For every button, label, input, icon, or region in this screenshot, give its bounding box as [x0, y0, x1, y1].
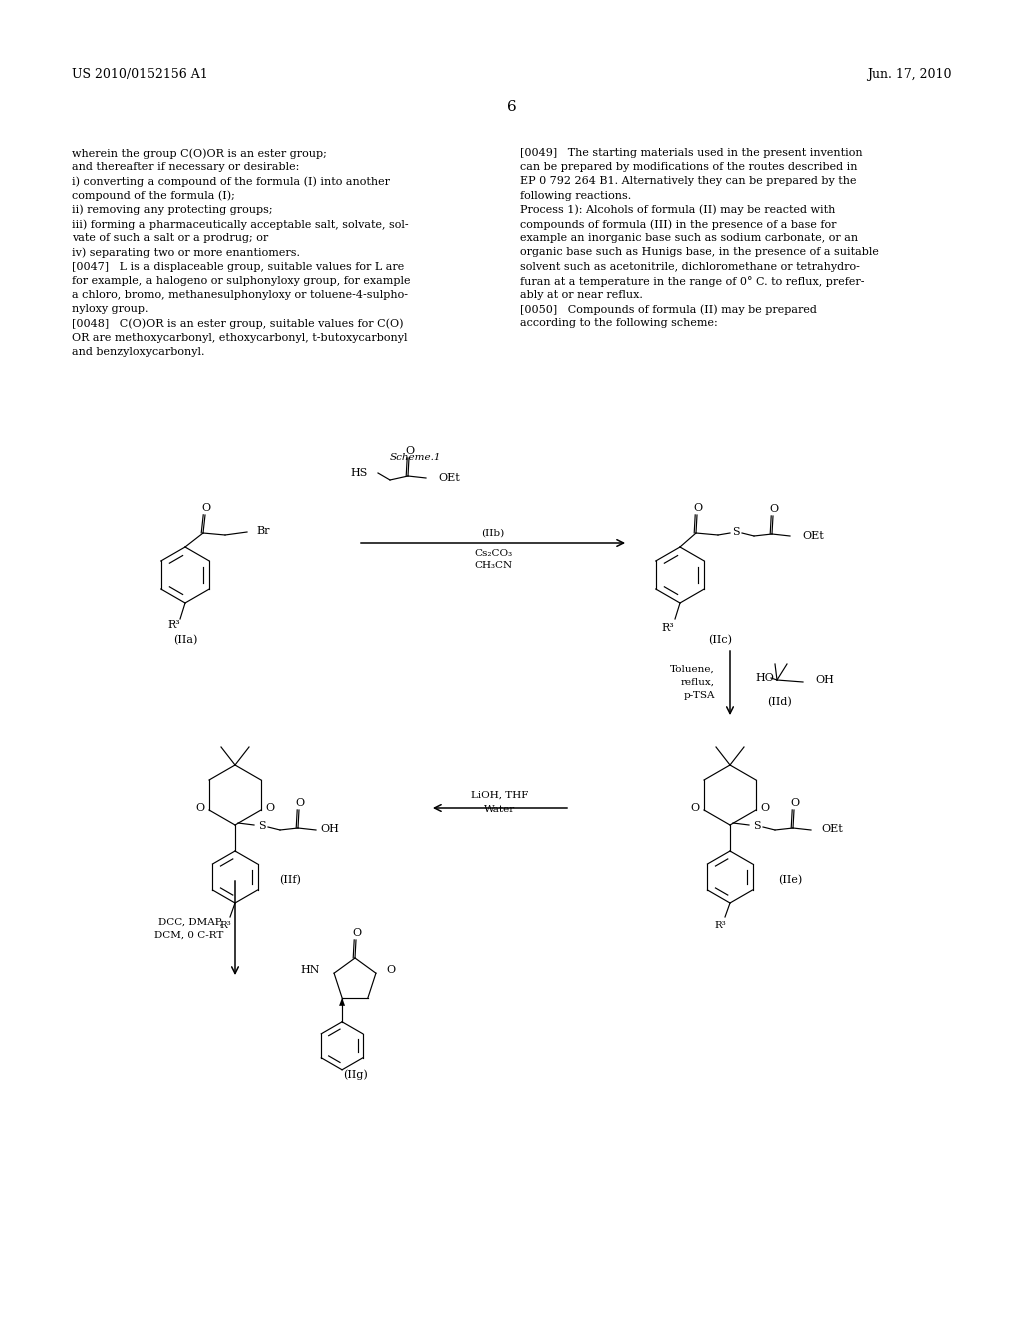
Text: Jun. 17, 2010: Jun. 17, 2010 — [867, 69, 952, 81]
Text: R³: R³ — [168, 620, 180, 630]
Text: CH₃CN: CH₃CN — [474, 561, 512, 570]
Text: (IIg): (IIg) — [343, 1069, 368, 1080]
Text: compound of the formula (I);: compound of the formula (I); — [72, 190, 234, 201]
Text: [0048]   C(O)OR is an ester group, suitable values for C(O): [0048] C(O)OR is an ester group, suitabl… — [72, 318, 403, 329]
Text: vate of such a salt or a prodrug; or: vate of such a salt or a prodrug; or — [72, 234, 268, 243]
Text: following reactions.: following reactions. — [520, 190, 631, 201]
Text: O: O — [791, 799, 800, 808]
Text: Water: Water — [484, 804, 516, 813]
Text: DCC, DMAP,: DCC, DMAP, — [159, 917, 223, 927]
Text: DCM, 0 C-RT: DCM, 0 C-RT — [154, 931, 223, 940]
Text: HS: HS — [350, 469, 368, 478]
Text: and thereafter if necessary or desirable:: and thereafter if necessary or desirable… — [72, 162, 299, 172]
Text: ably at or near reflux.: ably at or near reflux. — [520, 290, 643, 300]
Text: Br: Br — [256, 525, 269, 536]
Text: (IIf): (IIf) — [280, 875, 301, 886]
Text: S: S — [732, 527, 739, 537]
Text: O: O — [693, 503, 702, 513]
Text: S: S — [258, 821, 266, 832]
Text: O: O — [769, 504, 778, 513]
Text: organic base such as Hunigs base, in the presence of a suitable: organic base such as Hunigs base, in the… — [520, 247, 879, 257]
Text: O: O — [352, 928, 361, 939]
Text: furan at a temperature in the range of 0° C. to reflux, prefer-: furan at a temperature in the range of 0… — [520, 276, 864, 286]
Text: EP 0 792 264 B1. Alternatively they can be prepared by the: EP 0 792 264 B1. Alternatively they can … — [520, 177, 856, 186]
Text: compounds of formula (III) in the presence of a base for: compounds of formula (III) in the presen… — [520, 219, 837, 230]
Text: O: O — [406, 446, 415, 455]
Text: S: S — [754, 821, 761, 832]
Text: OEt: OEt — [438, 473, 460, 483]
Text: wherein the group C(O)OR is an ester group;: wherein the group C(O)OR is an ester gro… — [72, 148, 327, 158]
Text: LiOH, THF: LiOH, THF — [471, 791, 528, 800]
Text: (IId): (IId) — [768, 697, 793, 708]
Text: R³: R³ — [219, 920, 230, 929]
Text: R³: R³ — [714, 920, 726, 929]
Text: example an inorganic base such as sodium carbonate, or an: example an inorganic base such as sodium… — [520, 234, 858, 243]
Text: O: O — [690, 803, 699, 813]
Text: iv) separating two or more enantiomers.: iv) separating two or more enantiomers. — [72, 247, 300, 257]
Text: i) converting a compound of the formula (I) into another: i) converting a compound of the formula … — [72, 177, 390, 187]
Text: (IIb): (IIb) — [481, 528, 505, 537]
Text: O: O — [202, 503, 211, 513]
Text: Process 1): Alcohols of formula (II) may be reacted with: Process 1): Alcohols of formula (II) may… — [520, 205, 836, 215]
Text: O: O — [265, 803, 274, 813]
Text: R³: R³ — [662, 623, 675, 634]
Text: 6: 6 — [507, 100, 517, 114]
Text: OH: OH — [815, 675, 834, 685]
Text: (IIa): (IIa) — [173, 635, 198, 645]
Text: Scheme.1: Scheme.1 — [390, 453, 441, 462]
Text: iii) forming a pharmaceutically acceptable salt, solvate, sol-: iii) forming a pharmaceutically acceptab… — [72, 219, 409, 230]
Text: reflux,: reflux, — [681, 677, 715, 686]
Text: O: O — [761, 803, 770, 813]
Text: HN: HN — [301, 965, 321, 975]
Text: and benzyloxycarbonyl.: and benzyloxycarbonyl. — [72, 347, 205, 356]
Text: nyloxy group.: nyloxy group. — [72, 304, 148, 314]
Text: for example, a halogeno or sulphonyloxy group, for example: for example, a halogeno or sulphonyloxy … — [72, 276, 411, 286]
Text: solvent such as acetonitrile, dichloromethane or tetrahydro-: solvent such as acetonitrile, dichlorome… — [520, 261, 860, 272]
Text: Cs₂CO₃: Cs₂CO₃ — [474, 549, 512, 557]
Text: (IIe): (IIe) — [778, 875, 802, 886]
Text: O: O — [296, 799, 304, 808]
Text: HO: HO — [755, 673, 774, 682]
Text: [0049]   The starting materials used in the present invention: [0049] The starting materials used in th… — [520, 148, 862, 158]
Text: according to the following scheme:: according to the following scheme: — [520, 318, 718, 329]
Text: [0047]   L is a displaceable group, suitable values for L are: [0047] L is a displaceable group, suitab… — [72, 261, 404, 272]
Text: (IIc): (IIc) — [708, 635, 732, 645]
Text: ii) removing any protecting groups;: ii) removing any protecting groups; — [72, 205, 272, 215]
Text: O: O — [386, 965, 395, 975]
Text: OEt: OEt — [821, 824, 843, 834]
Text: [0050]   Compounds of formula (II) may be prepared: [0050] Compounds of formula (II) may be … — [520, 304, 817, 314]
Text: can be prepared by modifications of the routes described in: can be prepared by modifications of the … — [520, 162, 857, 172]
Text: OH: OH — [319, 824, 339, 834]
Text: Toluene,: Toluene, — [671, 664, 715, 673]
Text: p-TSA: p-TSA — [683, 690, 715, 700]
Text: OEt: OEt — [802, 531, 823, 541]
Polygon shape — [339, 998, 345, 1006]
Text: O: O — [196, 803, 205, 813]
Text: US 2010/0152156 A1: US 2010/0152156 A1 — [72, 69, 208, 81]
Text: OR are methoxycarbonyl, ethoxycarbonyl, t-butoxycarbonyl: OR are methoxycarbonyl, ethoxycarbonyl, … — [72, 333, 408, 343]
Text: a chloro, bromo, methanesulphonyloxy or toluene-4-sulpho-: a chloro, bromo, methanesulphonyloxy or … — [72, 290, 408, 300]
